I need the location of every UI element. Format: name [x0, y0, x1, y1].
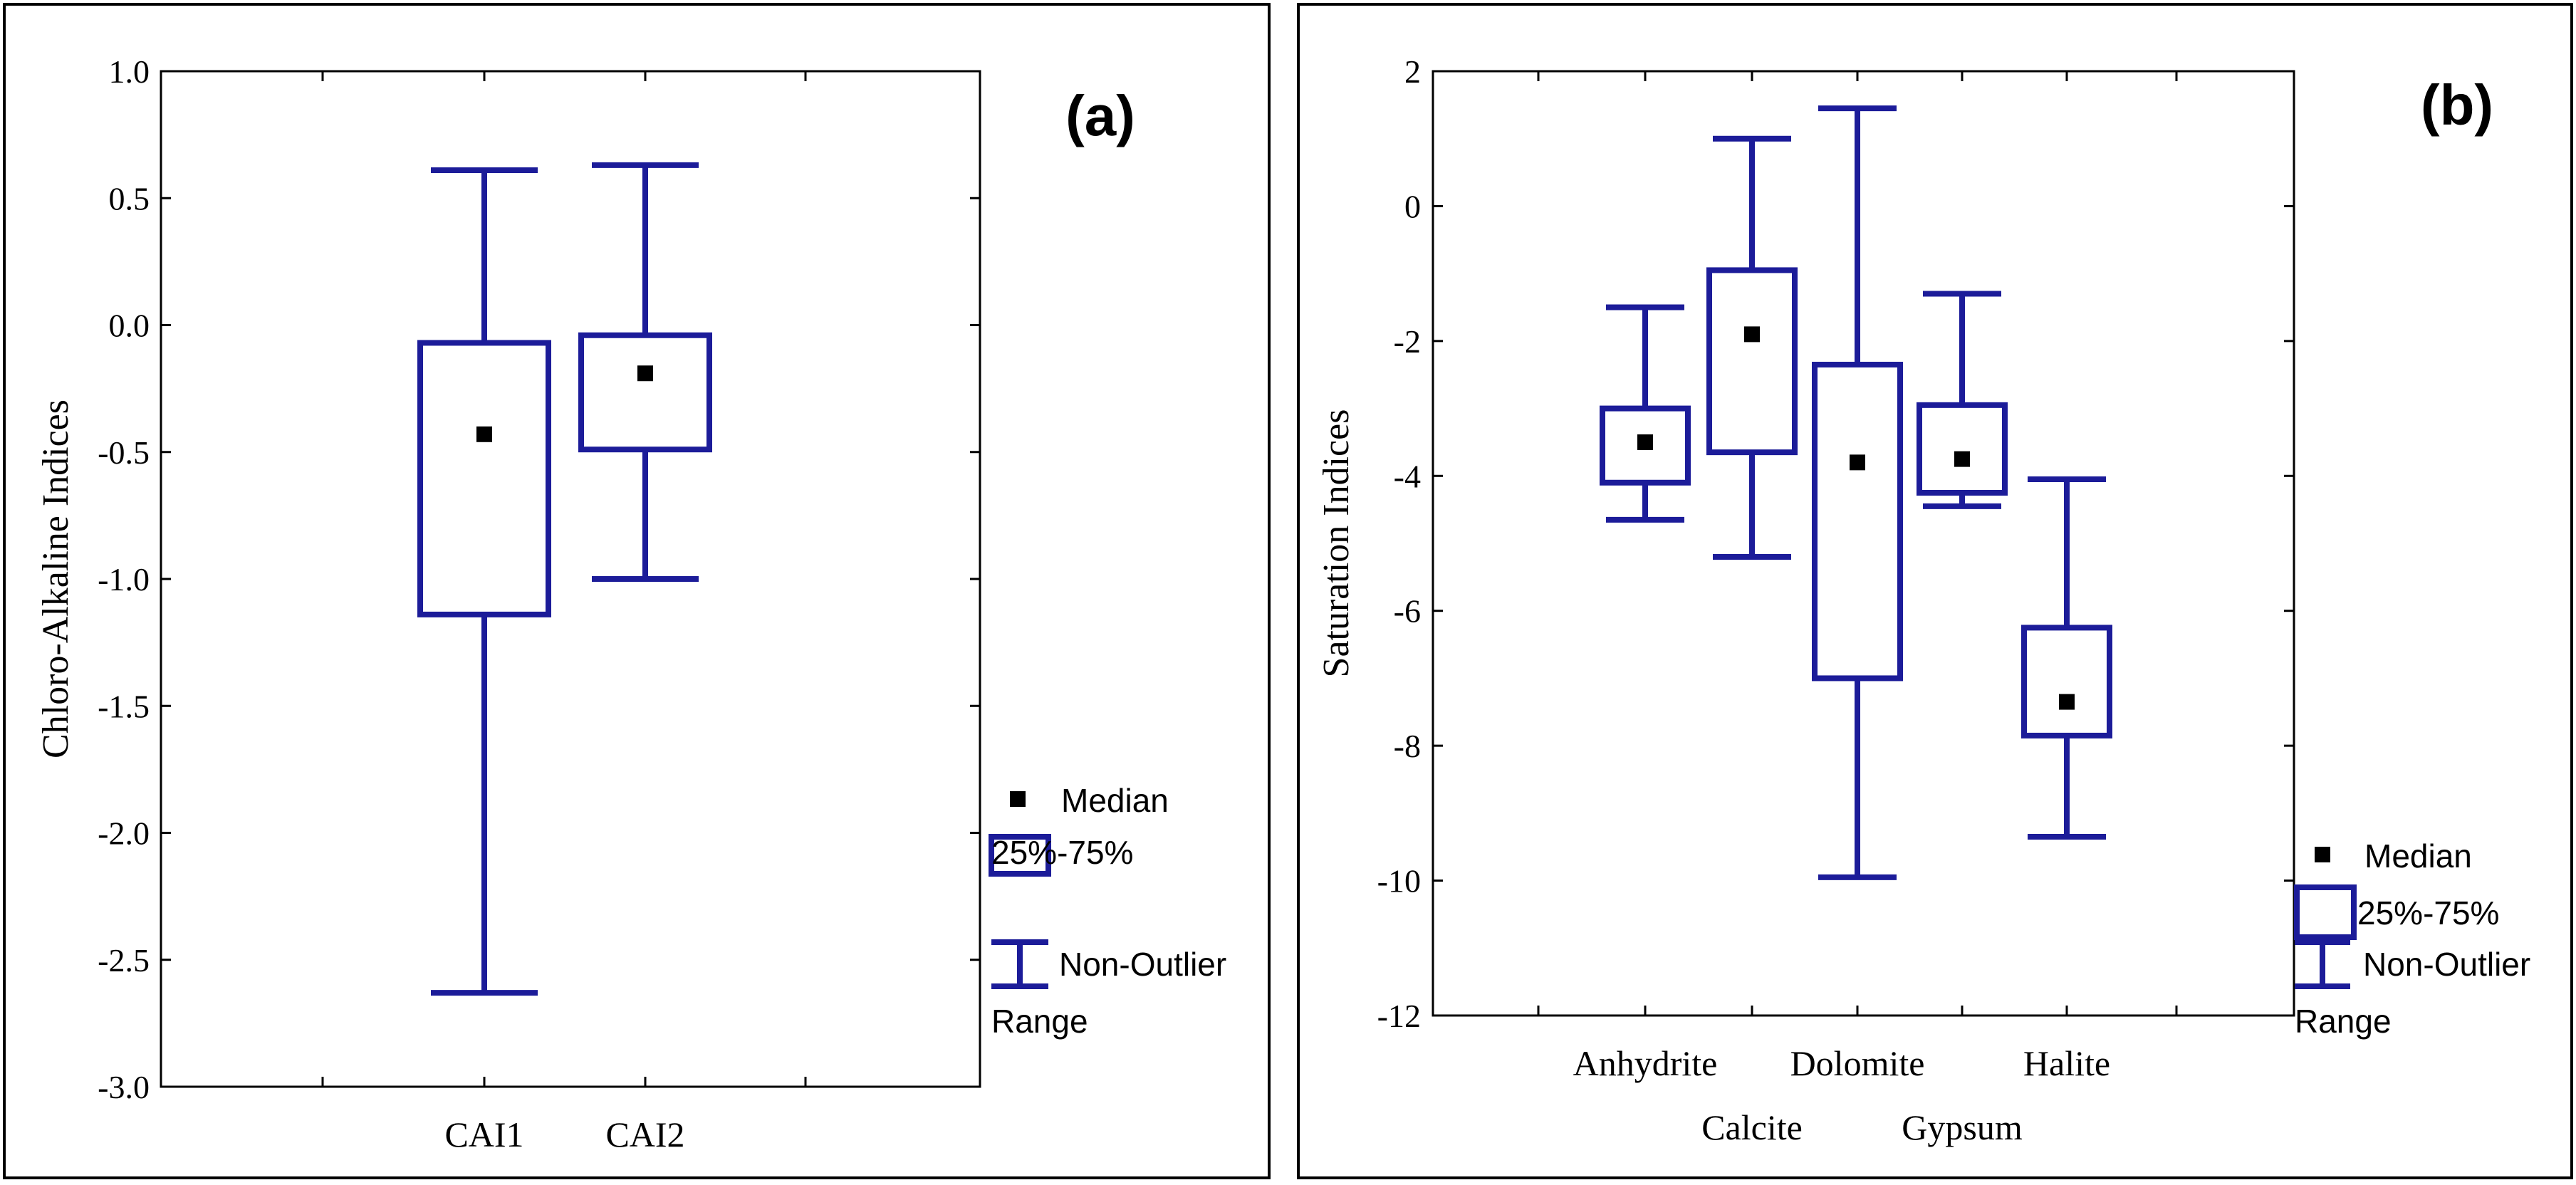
x-category-label: CAI1 [444, 1114, 523, 1154]
median-marker [1954, 451, 1970, 467]
legend-a-box-marker [989, 834, 1051, 877]
legend-b-range-label-1: Non-Outlier [2363, 946, 2530, 983]
panel-b-plot-frame [1432, 70, 2295, 1017]
x-category-label: Halite [2023, 1043, 2110, 1083]
box-iqr [1600, 405, 1691, 486]
legend-b-range-marker [2295, 939, 2350, 989]
panel-b-legend: Median 25%-75% Non-Outlier Range [2294, 837, 2530, 1040]
y-tick-label: 2 [1404, 53, 1421, 90]
y-tick-label: -4 [1394, 458, 1421, 494]
x-category-label: Anhydrite [1573, 1043, 1718, 1083]
median-marker [476, 426, 492, 442]
box-iqr [1812, 362, 1903, 682]
panel-b-ticks: -12 -10 -8 -6 -4 -2 0 2 Anhydrite Calcite Dolomite… [1377, 53, 2294, 1147]
y-tick-label: -12 [1377, 998, 1421, 1034]
panel-a-ticks: -3.0 -2.5 -2.0 -1.5 -1.0 -0.5 0.0 0.5 1.0 CAI1 CAI… [98, 53, 980, 1154]
median-marker [1850, 454, 1865, 471]
legend-a-median-label: Median [1061, 782, 1169, 819]
panel-b-border [1297, 3, 2573, 1179]
box-iqr [1706, 267, 1798, 456]
panel-a-ylabel: Chloro-Alkaline Indices [36, 400, 76, 758]
x-category-label: Gypsum [1902, 1107, 2023, 1147]
panel-b: -12 -10 -8 -6 -4 -2 0 2 Anhydrite Calcite Dolomite… [1297, 3, 2573, 1179]
y-tick-label: 0 [1404, 188, 1421, 224]
y-tick-label: -1.5 [98, 688, 150, 724]
legend-b-box-marker [2294, 884, 2357, 940]
y-tick-label: -3.0 [98, 1069, 150, 1105]
legend-a-range-label-1: Non-Outlier [1059, 946, 1226, 983]
legend-a-median-marker [1010, 791, 1026, 807]
median-marker [2059, 694, 2075, 710]
panel-b-tag: (b) [2421, 73, 2493, 137]
y-tick-label: -6 [1394, 593, 1421, 630]
x-category-label: CAI2 [605, 1114, 684, 1154]
panel-a-boxes [417, 162, 712, 996]
legend-a-box-label: 25%-75% [991, 834, 1133, 871]
y-tick-label: -2.0 [98, 815, 150, 852]
panel-a-legend: Median 25%-75% Non-Outlier Range [989, 782, 1226, 1040]
legend-b-range-label-2: Range [2295, 1003, 2392, 1040]
box-iqr [1917, 402, 2008, 496]
box-iqr [578, 332, 712, 453]
y-tick-label: 0.5 [109, 180, 150, 216]
x-category-label: Dolomite [1790, 1043, 1925, 1083]
panel-b-boxes [1600, 105, 2112, 880]
y-tick-label: -2.5 [98, 942, 150, 978]
box-iqr [2021, 625, 2112, 738]
median-marker [637, 365, 653, 382]
legend-b-box-label: 25%-75% [2357, 894, 2499, 931]
panel-a: -3.0 -2.5 -2.0 -1.5 -1.0 -0.5 0.0 0.5 1.0 CAI1 CAI… [3, 3, 1271, 1179]
legend-a-range-label-2: Range [991, 1003, 1088, 1040]
panel-a-border [3, 3, 1271, 1179]
y-tick-label: -1.0 [98, 561, 150, 597]
y-tick-label: -2 [1394, 323, 1421, 360]
y-tick-label: -8 [1394, 728, 1421, 764]
panel-b-ylabel: Saturation Indices [1316, 409, 1357, 678]
y-tick-label: -10 [1377, 863, 1421, 899]
panel-a-plot-frame [160, 70, 981, 1088]
panel-a-tag: (a) [1065, 84, 1135, 147]
legend-a-range-marker [991, 939, 1048, 989]
y-tick-label: 0.0 [109, 308, 150, 344]
legend-b-median-marker [2315, 847, 2330, 862]
x-category-label: Calcite [1701, 1107, 1803, 1147]
y-tick-label: 1.0 [109, 53, 150, 90]
box-iqr [417, 340, 551, 617]
y-tick-label: -0.5 [98, 434, 150, 471]
legend-b-median-label: Median [2364, 837, 2472, 875]
median-marker [1744, 326, 1760, 343]
median-marker [1637, 434, 1653, 450]
